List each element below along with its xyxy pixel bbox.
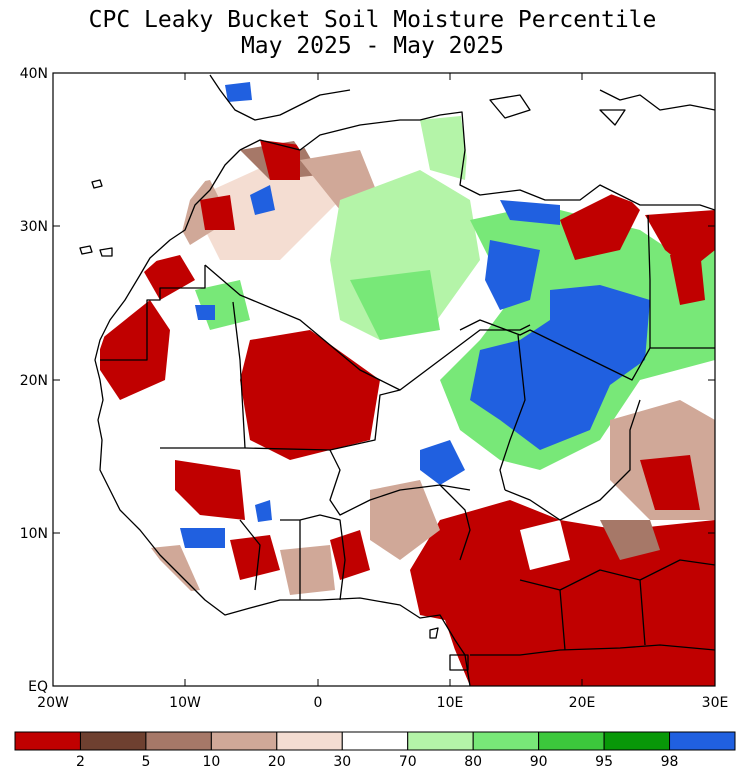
colorbar-label: 98 xyxy=(661,754,679,770)
colorbar-label: 95 xyxy=(595,754,613,770)
colorbar-label: 80 xyxy=(464,754,482,770)
country-borders xyxy=(79,74,715,686)
lon-label-20w: 20W xyxy=(37,695,69,711)
lon-label-30e: 30E xyxy=(702,695,729,711)
lat-label-30n: 30N xyxy=(20,219,48,235)
lon-label-10w: 10W xyxy=(169,695,201,711)
map-frame xyxy=(53,73,715,686)
colorbar-swatch xyxy=(145,731,212,751)
latitude-ticks: 40N 30N 20N 10N EQ xyxy=(20,66,715,695)
colorbar-label: 70 xyxy=(399,754,417,770)
colorbar-swatch xyxy=(603,731,671,751)
colorbar-label: 10 xyxy=(202,754,220,770)
colorbar-label: 30 xyxy=(333,754,351,770)
colorbar-swatch xyxy=(210,731,278,751)
lat-label-10n: 10N xyxy=(20,526,48,542)
lat-label-eq: EQ xyxy=(28,679,48,695)
colorbar-label: 2 xyxy=(76,754,85,770)
lat-label-40n: 40N xyxy=(20,66,48,82)
colorbar-swatch xyxy=(538,731,605,751)
lon-label-0: 0 xyxy=(314,695,323,711)
colorbar-label: 5 xyxy=(141,754,150,770)
colorbar-swatch xyxy=(472,731,540,751)
longitude-ticks: 20W 10W 0 10E 20E 30E xyxy=(37,73,728,711)
map-title: CPC Leaky Bucket Soil Moisture Percentil… xyxy=(88,7,657,33)
colorbar-label: 90 xyxy=(530,754,548,770)
colorbar-swatch xyxy=(276,731,343,751)
lon-label-10e: 10E xyxy=(437,695,464,711)
colorbar-swatch xyxy=(341,731,409,751)
colorbar-swatch xyxy=(14,731,81,751)
colorbar-swatch xyxy=(407,731,474,751)
lat-label-20n: 20N xyxy=(20,373,48,389)
colorbar-swatch xyxy=(669,731,736,751)
colorbar: 2 5 10 20 30 70 80 90 95 98 xyxy=(14,731,736,770)
colorbar-label: 20 xyxy=(268,754,286,770)
colorbar-swatch xyxy=(79,731,147,751)
lon-label-20e: 20E xyxy=(569,695,596,711)
map-date-range: May 2025 - May 2025 xyxy=(240,33,505,59)
